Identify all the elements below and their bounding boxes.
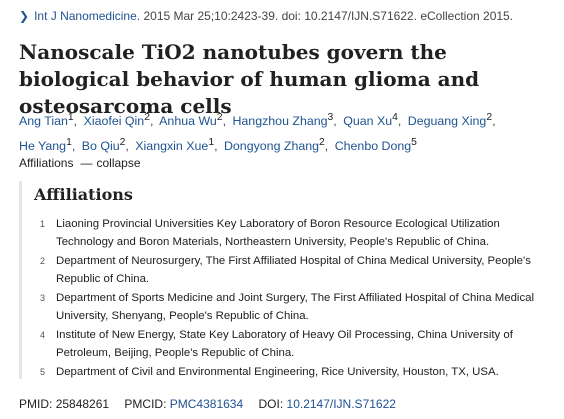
pmcid-link[interactable]: PMC4381634: [169, 397, 244, 411]
affiliation-item: 2 Department of Neurosurgery, The First A…: [34, 252, 549, 288]
author-aff-number[interactable]: 2: [486, 112, 493, 123]
affiliation-text: Department of Civil and Environmental En…: [56, 366, 499, 378]
author: Anhua Wu2,: [159, 112, 227, 129]
author-link[interactable]: Xiangxin Xue: [135, 139, 209, 154]
author-aff-number[interactable]: 2: [119, 137, 126, 149]
author: Ang Tian1,: [19, 112, 78, 129]
affiliation-number: 2: [40, 256, 46, 266]
affiliations-panel: Affiliations 1 Liaoning Provincial Univer…: [19, 181, 552, 379]
affiliation-number: 4: [40, 330, 46, 340]
affiliation-item: 4 Institute of New Energy, State Key Labo…: [34, 326, 549, 362]
author-link[interactable]: Bo Qiu: [81, 139, 120, 154]
author-link[interactable]: Chenbo Dong: [334, 139, 412, 154]
journal-link[interactable]: Int J Nanomedicine: [34, 9, 137, 23]
author-link[interactable]: Deguang Xing: [407, 114, 487, 129]
author: Hangzhou Zhang3,: [232, 112, 337, 129]
affiliation-item: 5 Department of Civil and Environmental E…: [34, 363, 549, 381]
author: Bo Qiu2,: [81, 137, 129, 154]
author-aff-number[interactable]: 2: [216, 112, 223, 123]
authors-list: Ang Tian1, Xiaofei Qin2, Anhua Wu2, Hang…: [19, 107, 544, 157]
affiliations-toggle[interactable]: Affiliations — collapse: [19, 156, 141, 170]
affiliations-heading: Affiliations: [34, 185, 133, 204]
affiliations-toggle-label: Affiliations: [19, 156, 74, 170]
author-aff-number[interactable]: 5: [411, 137, 417, 149]
affiliation-number: 5: [40, 367, 46, 377]
author-aff-number[interactable]: 4: [392, 112, 398, 123]
collapse-button[interactable]: collapse: [96, 156, 141, 170]
author: He Yang1,: [19, 137, 76, 154]
author-aff-number[interactable]: 1: [208, 137, 215, 149]
author-link[interactable]: He Yang: [19, 139, 67, 154]
affiliation-text: Department of Neurosurgery, The First Af…: [56, 255, 531, 285]
author-link[interactable]: Hangzhou Zhang: [232, 114, 328, 129]
affiliation-number: 3: [40, 293, 46, 303]
pmid-label: PMID:: [19, 397, 53, 411]
article-identifiers: PMID: 25848261 PMCID: PMC4381634 DOI: 10…: [19, 397, 396, 411]
citation-line: ❯ Int J Nanomedicine. 2015 Mar 25;10:2423…: [19, 9, 513, 23]
author-aff-number[interactable]: 2: [144, 112, 150, 123]
citation-details: . 2015 Mar 25;10:2423-39. doi: 10.2147/I…: [136, 9, 514, 23]
affiliation-item: 3 Department of Sports Medicine and Joint…: [34, 289, 549, 325]
affiliation-item: 1 Liaoning Provincial Universities Key La…: [34, 215, 549, 251]
pmid-value: 25848261: [55, 397, 110, 411]
article-title: Nanoscale TiO2 nanotubes govern the biol…: [19, 40, 480, 118]
affiliation-text: Institute of New Energy, State Key Labor…: [56, 329, 513, 359]
author-aff-number[interactable]: 1: [66, 137, 72, 149]
author-link[interactable]: Anhua Wu: [159, 114, 217, 129]
affiliation-number: 1: [40, 219, 46, 229]
author: Xiaofei Qin2,: [83, 112, 154, 129]
author-link[interactable]: Ang Tian: [19, 114, 68, 129]
affiliations-list: 1 Liaoning Provincial Universities Key La…: [34, 215, 549, 382]
pmcid-label: PMCID:: [124, 397, 167, 411]
author-link[interactable]: Dongyong Zhang: [223, 139, 320, 154]
dash-separator: —: [80, 156, 93, 170]
author: Chenbo Dong5: [334, 137, 417, 154]
author: Xiangxin Xue1,: [135, 137, 218, 154]
chevron-right-icon: ❯: [19, 9, 30, 23]
author-link[interactable]: Quan Xu: [343, 114, 393, 129]
author: Quan Xu4,: [343, 112, 402, 129]
affiliation-text: Department of Sports Medicine and Joint …: [56, 292, 535, 322]
author: Deguang Xing2,: [407, 112, 496, 129]
affiliation-text: Liaoning Provincial Universities Key Lab…: [56, 218, 500, 248]
doi-link[interactable]: 10.2147/IJN.S71622: [286, 397, 396, 411]
author-aff-number[interactable]: 3: [327, 112, 334, 123]
author: Dongyong Zhang2,: [223, 137, 329, 154]
author-link[interactable]: Xiaofei Qin: [83, 114, 145, 129]
author-aff-number[interactable]: 1: [67, 112, 74, 123]
author-aff-number[interactable]: 2: [319, 137, 325, 149]
doi-label: DOI:: [258, 397, 284, 411]
